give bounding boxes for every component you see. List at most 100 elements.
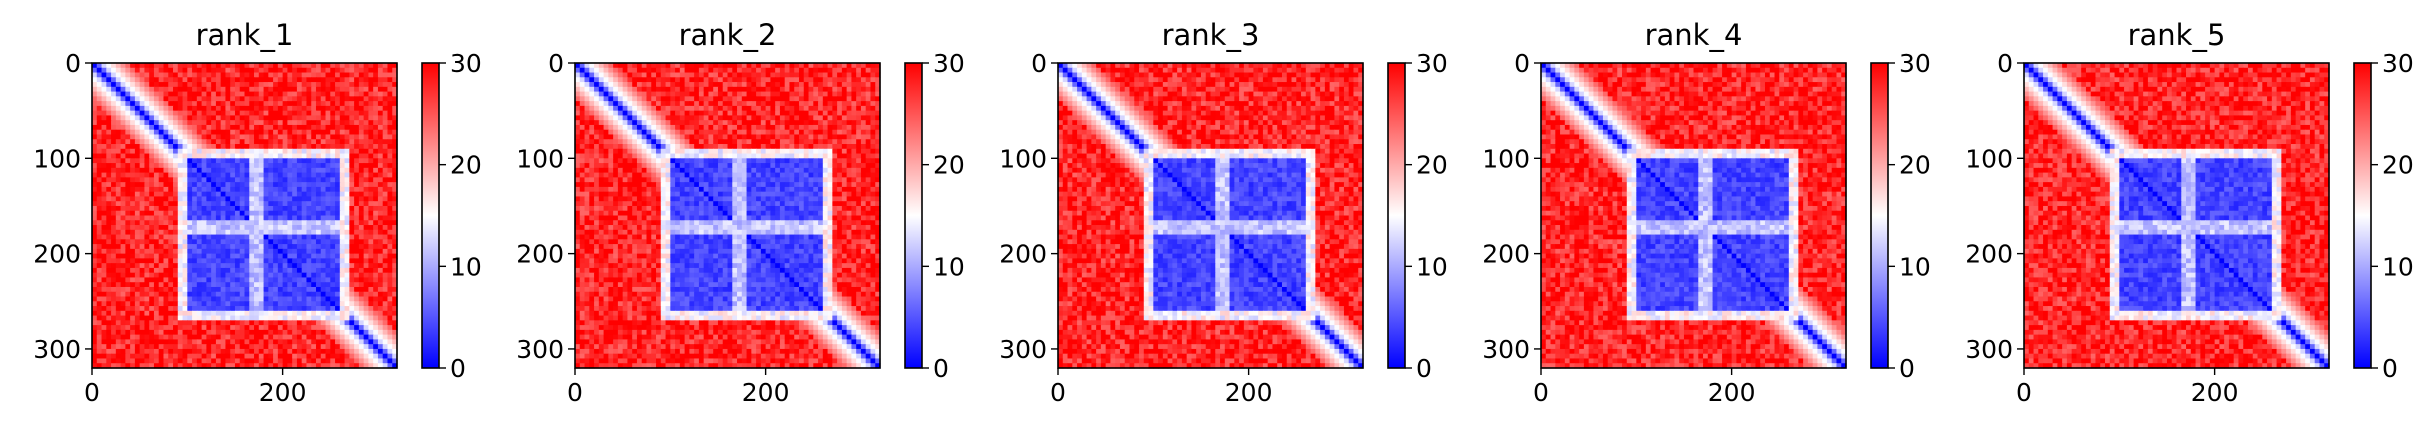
heatmap-cell <box>679 77 686 83</box>
heatmap-cell <box>173 158 179 164</box>
heatmap-cell <box>732 124 738 131</box>
heatmap-cell <box>675 124 681 131</box>
heatmap-cell <box>215 325 222 331</box>
heatmap-cell <box>111 244 117 250</box>
heatmap-cell <box>192 115 198 121</box>
heatmap-cell <box>215 201 222 207</box>
heatmap-cell <box>254 163 260 169</box>
heatmap-cell <box>641 120 648 126</box>
heatmap-cell <box>722 96 729 102</box>
heatmap-cell <box>196 115 203 121</box>
heatmap-cell <box>277 334 284 341</box>
heatmap-cell <box>106 234 112 240</box>
heatmap-cell <box>315 77 322 83</box>
heatmap-cell <box>746 63 752 69</box>
heatmap-cell <box>306 353 312 360</box>
heatmap-cell <box>187 163 193 169</box>
heatmap-cell <box>211 239 217 245</box>
heatmap-cell <box>837 101 843 107</box>
heatmap-cell <box>613 110 619 117</box>
heatmap-cell <box>254 115 260 121</box>
heatmap-cell <box>335 234 341 240</box>
heatmap-cell <box>234 315 241 321</box>
heatmap-cell <box>775 120 781 126</box>
heatmap-cell <box>177 348 184 355</box>
heatmap-cell <box>139 363 146 369</box>
heatmap-cell <box>149 253 155 259</box>
heatmap-cell <box>115 139 122 145</box>
heatmap-cell <box>287 358 293 364</box>
heatmap-cell <box>292 329 298 336</box>
heatmap-cell <box>579 110 586 117</box>
heatmap-cell <box>215 363 222 369</box>
heatmap-cell <box>163 182 169 188</box>
heatmap-cell <box>273 363 279 369</box>
heatmap-cell <box>306 210 312 217</box>
heatmap-cell <box>387 325 393 331</box>
heatmap-cell <box>230 296 236 302</box>
heatmap-cell <box>575 72 581 78</box>
heatmap-cell <box>268 215 274 221</box>
heatmap-cell <box>311 101 317 107</box>
heatmap-cell <box>215 334 222 341</box>
heatmap-cell <box>377 334 384 341</box>
heatmap-cell <box>865 110 872 117</box>
heatmap-cell <box>149 210 155 217</box>
heatmap-cell <box>149 205 155 212</box>
heatmap-cell <box>120 63 126 69</box>
heatmap-cell <box>239 139 246 145</box>
heatmap-cell <box>225 148 231 155</box>
heatmap-cell <box>206 101 212 107</box>
heatmap-cell <box>196 286 203 293</box>
heatmap-cell <box>249 229 255 236</box>
heatmap-cell <box>737 86 743 93</box>
heatmap-cell <box>273 191 279 198</box>
heatmap-cell <box>292 286 298 293</box>
heatmap-cell <box>149 244 155 250</box>
heatmap-cell <box>330 115 336 121</box>
heatmap-cell <box>111 248 117 255</box>
heatmap-cell <box>335 315 341 321</box>
heatmap-cell <box>263 286 269 293</box>
heatmap-cell <box>249 220 255 226</box>
heatmap-cell <box>144 63 150 69</box>
heatmap-cell <box>230 286 236 293</box>
heatmap-cell <box>325 77 331 83</box>
heatmap-cell <box>277 229 284 236</box>
heatmap-cell <box>268 82 274 88</box>
heatmap-cell <box>125 267 131 274</box>
heatmap-cell <box>206 115 212 121</box>
heatmap-cell <box>139 63 146 69</box>
heatmap-cell <box>703 63 710 69</box>
heatmap-cell <box>125 67 131 74</box>
heatmap-cell <box>349 248 355 255</box>
heatmap-cell <box>106 186 112 193</box>
heatmap-cell <box>215 63 222 69</box>
heatmap-cell <box>311 315 317 321</box>
heatmap-cell <box>106 253 112 259</box>
heatmap-cell <box>315 210 322 217</box>
heatmap-cell <box>382 120 389 126</box>
heatmap-cell <box>349 134 355 140</box>
heatmap-cell <box>201 172 207 178</box>
heatmap-cell <box>268 86 274 93</box>
heatmap-cell <box>153 120 160 126</box>
heatmap-cell <box>163 101 169 107</box>
heatmap-cell <box>779 72 786 78</box>
heatmap-cell <box>201 77 207 83</box>
heatmap-cell <box>115 115 122 121</box>
heatmap-cell <box>315 72 322 78</box>
heatmap-cell <box>244 225 250 231</box>
heatmap-cell <box>575 115 581 121</box>
heatmap-cell <box>349 205 355 212</box>
heatmap-cell <box>206 105 212 112</box>
heatmap-cell <box>798 63 805 69</box>
heatmap-cell <box>273 67 279 74</box>
heatmap-cell <box>273 201 279 207</box>
heatmap-cell <box>130 144 136 150</box>
heatmap-cell <box>149 353 155 360</box>
heatmap-cell <box>670 120 676 126</box>
heatmap-cell <box>813 86 819 93</box>
x-tick-label: 0 <box>84 378 100 407</box>
heatmap-cell <box>865 77 872 83</box>
